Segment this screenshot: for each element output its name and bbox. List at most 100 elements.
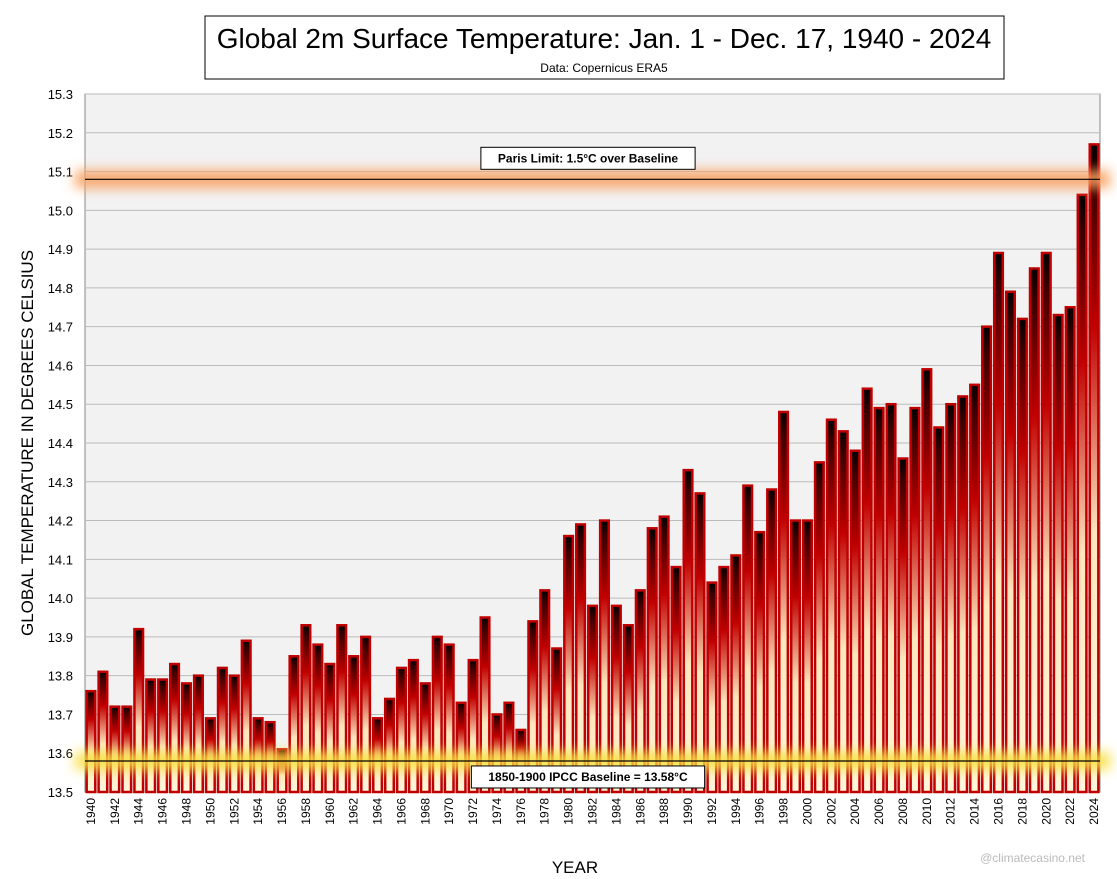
bar xyxy=(634,589,646,794)
x-tick-label: 2000 xyxy=(800,798,814,825)
y-tick-label: 14.6 xyxy=(48,358,73,373)
chart-title: Global 2m Surface Temperature: Jan. 1 - … xyxy=(217,23,992,54)
bar xyxy=(1088,143,1100,794)
bar xyxy=(575,523,587,794)
bar xyxy=(861,387,873,794)
bar xyxy=(849,449,861,794)
x-tick-label: 2012 xyxy=(944,798,958,825)
bar xyxy=(1076,193,1088,794)
bar xyxy=(730,554,742,794)
x-tick-label: 1956 xyxy=(275,798,289,825)
bar xyxy=(718,565,730,794)
bar xyxy=(180,682,193,794)
bar xyxy=(85,689,97,794)
bar xyxy=(288,655,300,794)
bar xyxy=(503,701,515,794)
bar xyxy=(586,604,599,794)
x-tick-label: 1972 xyxy=(466,798,480,825)
y-tick-label: 13.6 xyxy=(48,746,73,761)
bar xyxy=(610,604,622,794)
bar xyxy=(145,678,157,794)
x-tick-label: 2014 xyxy=(968,798,982,825)
x-tick-label: 1994 xyxy=(729,798,743,825)
bar xyxy=(157,678,169,794)
bar xyxy=(646,527,658,794)
bar xyxy=(419,682,431,794)
bar xyxy=(1016,317,1028,794)
bar xyxy=(324,662,336,794)
bar xyxy=(348,655,360,794)
x-tick-label: 1986 xyxy=(633,798,647,825)
x-tick-label: 1976 xyxy=(514,798,528,825)
bar xyxy=(431,635,443,794)
bar xyxy=(551,647,563,794)
y-tick-label: 13.7 xyxy=(48,707,73,722)
bar xyxy=(813,461,825,794)
y-tick-label: 14.9 xyxy=(48,242,73,257)
x-tick-label: 1988 xyxy=(657,798,671,825)
bar xyxy=(670,565,682,794)
x-tick-label: 1974 xyxy=(490,798,504,825)
x-tick-label: 1954 xyxy=(251,798,265,825)
x-tick-label: 1944 xyxy=(132,798,146,825)
x-tick-label: 1980 xyxy=(562,798,576,825)
y-tick-label: 13.5 xyxy=(48,785,73,800)
bar xyxy=(789,519,802,794)
bar xyxy=(957,395,969,794)
y-tick-label: 15.2 xyxy=(48,126,73,141)
x-tick-label: 1978 xyxy=(538,798,552,825)
x-tick-label: 1952 xyxy=(227,798,241,825)
x-tick-label: 2010 xyxy=(920,798,934,825)
x-tick-label: 1964 xyxy=(371,798,385,825)
bar xyxy=(121,705,133,794)
bar xyxy=(467,658,479,794)
x-tick-label: 1950 xyxy=(203,798,217,825)
x-tick-label: 2022 xyxy=(1063,798,1077,825)
x-tick-label: 1984 xyxy=(609,798,623,825)
bar xyxy=(801,519,813,794)
x-tick-label: 1968 xyxy=(418,798,432,825)
x-tick-label: 1960 xyxy=(323,798,337,825)
y-tick-label: 14.4 xyxy=(48,436,73,451)
title-box xyxy=(204,15,1005,80)
y-tick-label: 13.9 xyxy=(48,630,73,645)
bar xyxy=(706,581,718,794)
bar xyxy=(1004,290,1016,794)
x-tick-label: 1982 xyxy=(586,798,600,825)
y-tick-label: 14.1 xyxy=(48,552,73,567)
x-axis-title: YEAR xyxy=(552,858,598,874)
bar xyxy=(742,484,754,794)
y-tick-label: 15.0 xyxy=(48,203,73,218)
bar xyxy=(276,748,288,794)
bar xyxy=(981,325,993,794)
bar xyxy=(622,624,634,794)
bar xyxy=(539,589,551,794)
x-tick-label: 2008 xyxy=(896,798,910,825)
bar xyxy=(479,616,491,794)
y-axis-title: GLOBAL TEMPERATURE IN DEGREES CELSIUS xyxy=(18,250,37,636)
x-tick-label: 1942 xyxy=(108,798,122,825)
bar xyxy=(109,705,121,794)
x-tick-label: 1940 xyxy=(84,798,98,825)
bar xyxy=(563,534,575,794)
reference-label-box xyxy=(480,146,696,170)
x-tick-label: 1998 xyxy=(777,798,791,825)
bar xyxy=(897,457,909,794)
x-tick-label: 2004 xyxy=(848,798,862,825)
reference-label: 1850-1900 IPCC Baseline = 13.58°C xyxy=(488,770,688,784)
x-tick-label: 2002 xyxy=(824,798,838,825)
chart-subtitle: Data: Copernicus ERA5 xyxy=(540,61,668,75)
bar xyxy=(909,406,921,794)
x-tick-label: 1970 xyxy=(442,798,456,825)
bar xyxy=(992,251,1005,794)
x-tick-label: 1958 xyxy=(299,798,313,825)
bar xyxy=(658,515,670,794)
reference-label-box xyxy=(470,765,706,789)
y-tick-label: 15.1 xyxy=(48,165,73,180)
x-tick-label: 2024 xyxy=(1087,798,1101,825)
bar xyxy=(360,635,372,794)
bar xyxy=(455,701,467,794)
bar xyxy=(933,426,945,794)
bar xyxy=(837,430,849,794)
x-tick-label: 2018 xyxy=(1015,798,1029,825)
